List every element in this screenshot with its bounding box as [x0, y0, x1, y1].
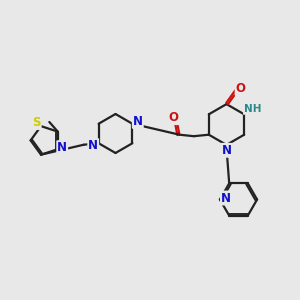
Text: N: N: [133, 115, 143, 128]
Text: NH: NH: [244, 104, 261, 114]
Text: N: N: [221, 144, 232, 157]
Text: N: N: [57, 141, 67, 154]
Text: S: S: [32, 116, 41, 129]
Text: N: N: [221, 191, 231, 205]
Text: N: N: [88, 139, 98, 152]
Text: O: O: [168, 111, 178, 124]
Text: O: O: [236, 82, 246, 95]
